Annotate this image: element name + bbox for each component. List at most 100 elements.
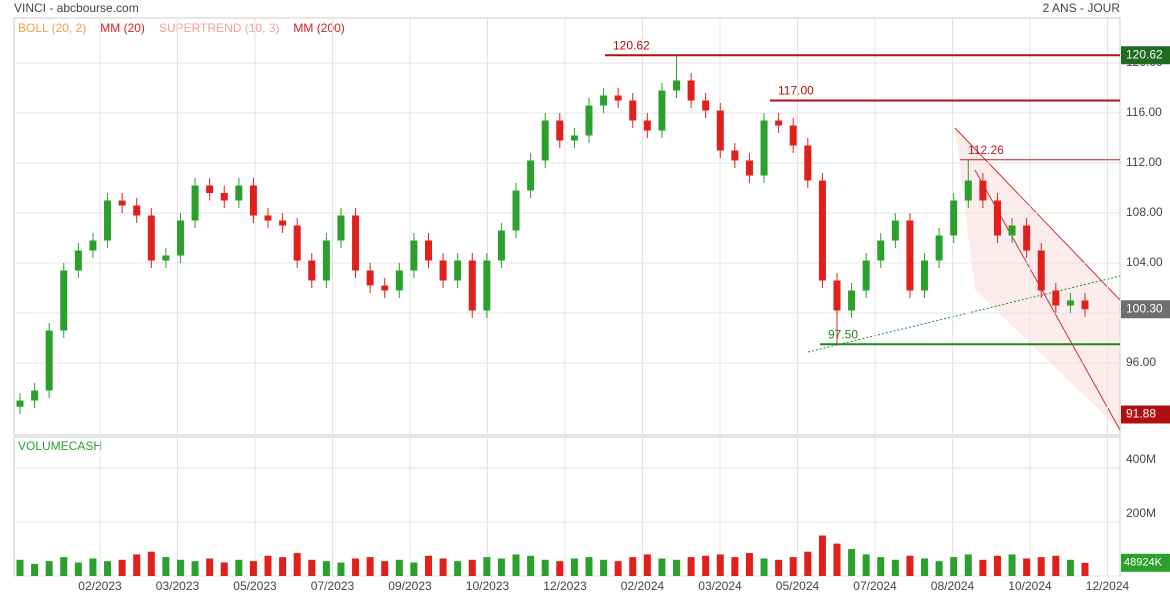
level-label: 97.50 [828,327,858,341]
y-tick-label: 200M [1126,506,1156,520]
level-label: 112.26 [968,143,1004,157]
y-tick-label: 108.00 [1126,205,1163,219]
candle-body [133,205,141,216]
candle-body [527,160,535,191]
x-tick-label: 12/2023 [543,579,587,593]
volume-bar [570,558,578,576]
candle-body [673,80,681,91]
candle-body [687,80,695,101]
volume-bar [716,554,724,576]
volume-bar [206,558,214,576]
x-tick-label: 03/2024 [698,579,742,593]
volume-bar [775,559,783,576]
candle-body [74,250,82,271]
volume-bar [906,555,914,576]
volume-label: 48924K [1124,557,1163,569]
x-tick-label: 12/2024 [1086,579,1130,593]
y-tick-label: 104.00 [1126,255,1163,269]
candle-body [818,180,826,281]
volume-bar [235,559,243,576]
candle-body [264,215,272,221]
volume-bar [818,535,826,576]
volume-bar [731,557,739,576]
legend-entry: MM (200) [293,21,344,35]
legend-entry: BOLL (20, 2) [18,21,86,35]
volume-bar [1081,562,1089,576]
volume-bar [1066,559,1074,576]
volume-bar [1023,558,1031,576]
candle-body [1037,250,1045,291]
volume-bar [454,561,462,576]
candle-body [60,270,68,331]
legend-entry: MM (20) [100,21,145,35]
volume-bar [935,561,943,576]
volume-bar [673,559,681,576]
candle-body [16,400,24,407]
candle-body [745,160,753,176]
candle-body [497,230,505,261]
candle-body [220,193,228,201]
candle-body [789,125,797,146]
volume-bar [804,551,812,576]
volume-bar [147,551,155,576]
candle-body [556,120,564,141]
volume-bar [877,557,885,576]
x-tick-label: 09/2023 [388,579,432,593]
volume-bar [979,559,987,576]
candle-body [104,200,112,241]
candle-body [118,200,126,206]
candle-body [760,120,768,176]
candle-body [1008,225,1016,236]
candle-body [235,185,243,201]
y-tick-label: 116.00 [1126,105,1162,119]
volume-bar [381,561,389,576]
volume-bar [424,555,432,576]
candle-body [570,135,578,141]
candle-body [716,110,724,151]
candle-body [1066,300,1074,306]
candle-body [600,95,608,106]
candle-body [541,120,549,161]
volume-bar [133,554,141,576]
volume-bar [176,559,184,576]
candle-body [176,220,184,256]
candle-body [512,190,520,231]
volume-bar [760,558,768,576]
volume-bar [541,559,549,576]
candle-body [1023,225,1031,251]
volume-bar [264,555,272,576]
volume-bar [468,559,476,576]
candle-body [862,260,870,291]
candle-body [585,105,593,136]
legend-entry: SUPERTREND (10, 3) [159,21,279,35]
volume-bar [964,554,972,576]
volume-bar [191,561,199,576]
period: 2 ANS - JOUR [1043,1,1121,15]
price-tag-label: 91.88 [1126,407,1156,421]
volume-bar [483,557,491,576]
volume-bar [512,554,520,576]
candle-body [483,260,491,311]
volume-bar [993,555,1001,576]
candle-body [804,145,812,181]
candle-body [702,100,710,111]
candle-body [731,150,739,161]
volume-bar [789,557,797,576]
volume-bar [293,553,301,576]
volume-bar [395,559,403,576]
candle-body [191,185,199,221]
candle-body [848,290,856,311]
volume-bar [614,561,622,576]
candle-body [921,260,929,291]
candle-body [410,240,418,271]
candle-body [352,215,360,271]
candle-body [950,200,958,236]
volume-bar [104,561,112,576]
trend-line [807,275,1121,353]
volume-bar [60,557,68,576]
level-label: 117.00 [778,84,814,98]
volume-bar [45,561,53,576]
volume-title: VOLUMECASH [18,439,102,453]
x-tick-label: 02/2024 [621,579,665,593]
